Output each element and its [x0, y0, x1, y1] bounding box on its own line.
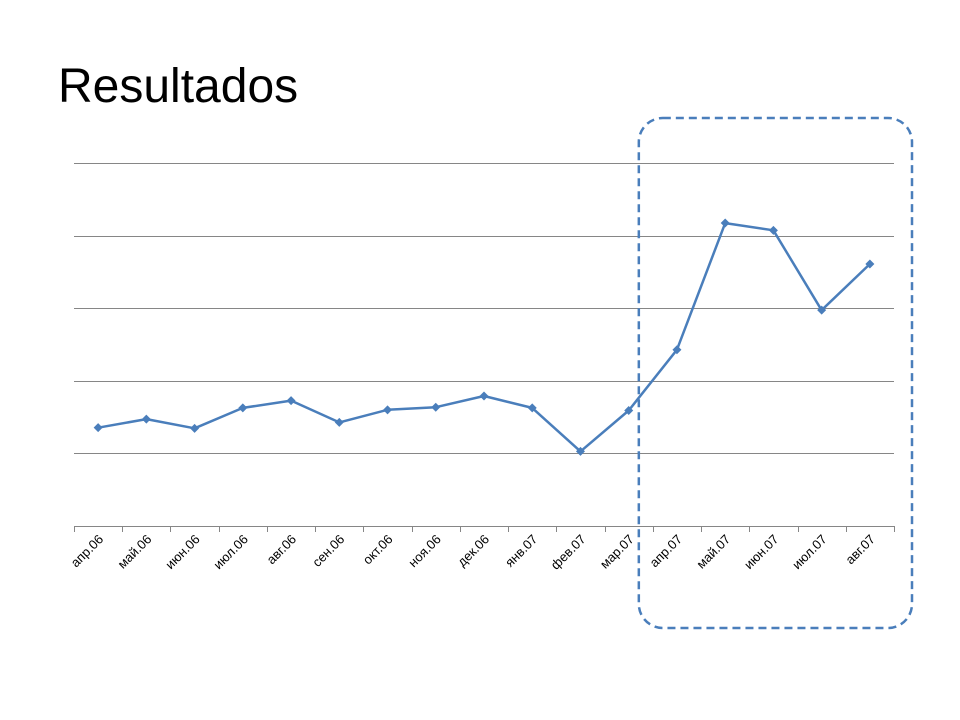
x-tick-label: ноя.06 — [405, 532, 444, 571]
data-point-marker — [624, 406, 634, 415]
x-tick-label: янв.07 — [502, 532, 540, 570]
data-point-marker — [93, 423, 103, 433]
x-tick-label: авг.07 — [842, 532, 878, 568]
highlight-box — [637, 116, 914, 630]
x-tick-label: апр.06 — [68, 532, 107, 571]
data-point-marker — [720, 218, 730, 228]
data-point-marker — [141, 414, 151, 424]
series-line — [96, 221, 872, 453]
x-tick-label: июн.06 — [162, 532, 202, 572]
x-tick-label: июн.07 — [741, 532, 781, 572]
series-line-group — [93, 218, 875, 456]
slide-title: Resultados — [58, 60, 299, 113]
data-point-marker — [865, 259, 875, 269]
data-point-marker — [575, 446, 585, 456]
data-point-marker — [286, 396, 296, 406]
x-tick-labels: апр.06 май.06 июн.06 июл.06 авг.06 сен.06 окт.… — [68, 532, 878, 573]
data-point-marker — [527, 403, 537, 413]
x-tick-label: мар.07 — [597, 532, 637, 572]
x-tick-label: май.06 — [115, 532, 155, 572]
x-tick-label: апр.07 — [646, 532, 685, 571]
data-point-marker — [817, 305, 827, 315]
data-point-marker — [431, 402, 441, 412]
data-point-marker — [238, 403, 248, 413]
data-point-marker — [383, 405, 393, 415]
x-tick-label: июл.07 — [789, 532, 830, 573]
x-tick-label: июл.06 — [210, 532, 251, 573]
x-tick-label: авг.06 — [264, 532, 300, 568]
highlight-box-group — [637, 116, 914, 630]
x-tick-label: сен.06 — [309, 532, 347, 570]
x-tick-label: дек.06 — [454, 532, 492, 570]
x-tick-label: май.07 — [693, 532, 733, 572]
data-point-marker — [768, 225, 778, 235]
x-tick-label: окт.06 — [360, 532, 396, 568]
data-point-marker — [334, 417, 344, 427]
x-tick-label: фев.07 — [548, 532, 589, 573]
data-point-marker — [190, 423, 200, 433]
gridlines — [74, 163, 894, 454]
data-point-marker — [672, 345, 682, 355]
x-axis — [74, 526, 895, 532]
data-point-marker — [479, 391, 489, 401]
